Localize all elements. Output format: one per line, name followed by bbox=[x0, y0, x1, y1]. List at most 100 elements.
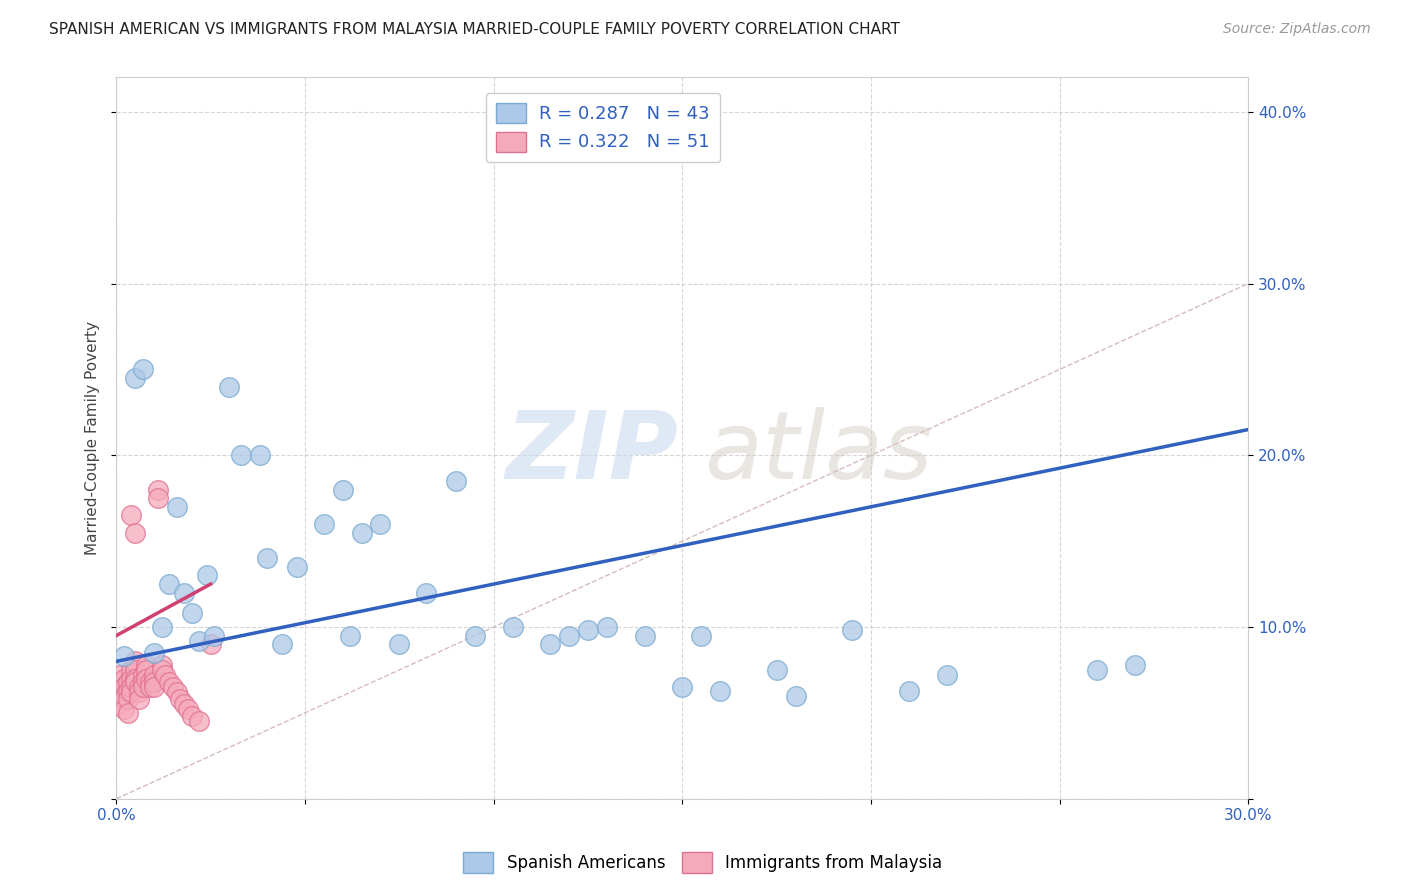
Point bbox=[1123, 657, 1146, 672]
Point bbox=[128, 692, 150, 706]
Point bbox=[108, 680, 131, 694]
Text: Source: ZipAtlas.com: Source: ZipAtlas.com bbox=[1223, 22, 1371, 37]
Point bbox=[229, 448, 252, 462]
Point bbox=[112, 692, 135, 706]
Point bbox=[112, 649, 135, 664]
Point bbox=[112, 680, 135, 694]
Point bbox=[188, 633, 211, 648]
Point bbox=[124, 675, 146, 690]
Point bbox=[339, 629, 361, 643]
Point bbox=[117, 692, 139, 706]
Point bbox=[150, 657, 173, 672]
Point bbox=[350, 525, 373, 540]
Point bbox=[139, 675, 162, 690]
Point bbox=[131, 668, 153, 682]
Point bbox=[128, 680, 150, 694]
Point bbox=[143, 675, 166, 690]
Point bbox=[200, 637, 222, 651]
Point bbox=[558, 629, 581, 643]
Point bbox=[218, 379, 240, 393]
Point bbox=[108, 698, 131, 712]
Text: SPANISH AMERICAN VS IMMIGRANTS FROM MALAYSIA MARRIED-COUPLE FAMILY POVERTY CORRE: SPANISH AMERICAN VS IMMIGRANTS FROM MALA… bbox=[49, 22, 900, 37]
Point bbox=[139, 680, 162, 694]
Point bbox=[169, 692, 191, 706]
Point bbox=[117, 683, 139, 698]
Point bbox=[120, 508, 142, 523]
Point bbox=[135, 657, 157, 672]
Point bbox=[195, 568, 218, 582]
Point bbox=[249, 448, 271, 462]
Point bbox=[841, 624, 863, 638]
Y-axis label: Married-Couple Family Poverty: Married-Couple Family Poverty bbox=[86, 321, 100, 555]
Point bbox=[166, 500, 188, 514]
Point bbox=[120, 685, 142, 699]
Point bbox=[157, 577, 180, 591]
Point bbox=[150, 620, 173, 634]
Point bbox=[112, 702, 135, 716]
Point bbox=[124, 371, 146, 385]
Point bbox=[271, 637, 294, 651]
Point bbox=[370, 516, 392, 531]
Point bbox=[117, 675, 139, 690]
Point bbox=[128, 685, 150, 699]
Point bbox=[146, 483, 169, 497]
Point bbox=[124, 525, 146, 540]
Point bbox=[188, 714, 211, 729]
Point bbox=[1087, 663, 1109, 677]
Point bbox=[124, 672, 146, 686]
Point bbox=[146, 491, 169, 506]
Point bbox=[124, 654, 146, 668]
Legend: Spanish Americans, Immigrants from Malaysia: Spanish Americans, Immigrants from Malay… bbox=[457, 846, 949, 880]
Point bbox=[150, 663, 173, 677]
Point bbox=[173, 585, 195, 599]
Point bbox=[177, 702, 200, 716]
Text: ZIP: ZIP bbox=[505, 407, 678, 499]
Point bbox=[502, 620, 524, 634]
Point bbox=[596, 620, 619, 634]
Point bbox=[464, 629, 486, 643]
Point bbox=[332, 483, 354, 497]
Point bbox=[143, 646, 166, 660]
Point bbox=[117, 706, 139, 720]
Point bbox=[120, 663, 142, 677]
Point bbox=[162, 680, 184, 694]
Point bbox=[131, 675, 153, 690]
Point bbox=[131, 362, 153, 376]
Point bbox=[388, 637, 411, 651]
Point bbox=[135, 672, 157, 686]
Point bbox=[576, 624, 599, 638]
Point bbox=[135, 663, 157, 677]
Point bbox=[157, 675, 180, 690]
Point bbox=[108, 689, 131, 703]
Point bbox=[897, 683, 920, 698]
Point bbox=[112, 689, 135, 703]
Point bbox=[180, 709, 202, 723]
Point bbox=[765, 663, 787, 677]
Point bbox=[690, 629, 713, 643]
Point bbox=[180, 607, 202, 621]
Point bbox=[143, 668, 166, 682]
Point bbox=[173, 698, 195, 712]
Point bbox=[108, 668, 131, 682]
Point bbox=[287, 560, 309, 574]
Point bbox=[124, 663, 146, 677]
Point bbox=[256, 551, 278, 566]
Legend: R = 0.287   N = 43, R = 0.322   N = 51: R = 0.287 N = 43, R = 0.322 N = 51 bbox=[486, 93, 720, 162]
Point bbox=[120, 680, 142, 694]
Point bbox=[312, 516, 335, 531]
Point bbox=[120, 672, 142, 686]
Point bbox=[131, 680, 153, 694]
Point bbox=[709, 683, 731, 698]
Point bbox=[671, 680, 693, 694]
Point bbox=[143, 680, 166, 694]
Point bbox=[202, 629, 225, 643]
Point bbox=[935, 668, 957, 682]
Point bbox=[785, 689, 807, 703]
Point bbox=[112, 672, 135, 686]
Point bbox=[633, 629, 655, 643]
Point bbox=[538, 637, 561, 651]
Point bbox=[155, 668, 177, 682]
Point bbox=[444, 474, 467, 488]
Point bbox=[415, 585, 437, 599]
Text: atlas: atlas bbox=[704, 407, 932, 498]
